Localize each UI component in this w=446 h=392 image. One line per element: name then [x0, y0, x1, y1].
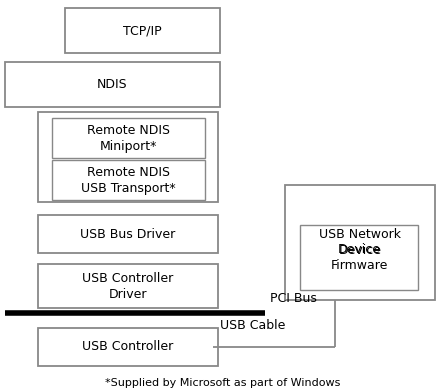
Text: USB Bus Driver: USB Bus Driver: [80, 227, 176, 241]
Text: Remote NDIS
USB Transport*: Remote NDIS USB Transport*: [81, 165, 176, 194]
Bar: [52, 160, 205, 200]
Bar: [285, 185, 435, 300]
Bar: [300, 225, 418, 290]
Bar: [38, 112, 218, 202]
Text: NDIS: NDIS: [97, 78, 128, 91]
Text: *Supplied by Microsoft as part of Windows: *Supplied by Microsoft as part of Window…: [105, 378, 341, 388]
Text: PCI Bus: PCI Bus: [270, 292, 317, 305]
Bar: [38, 328, 218, 366]
Text: Remote NDIS
Miniport*: Remote NDIS Miniport*: [87, 123, 170, 152]
Bar: [38, 215, 218, 253]
Bar: [5, 62, 220, 107]
Bar: [65, 8, 220, 53]
Text: Device
Firmware: Device Firmware: [330, 243, 388, 272]
Text: TCP/IP: TCP/IP: [123, 24, 162, 37]
Text: USB Cable: USB Cable: [220, 319, 285, 332]
Bar: [38, 264, 218, 308]
Bar: [52, 118, 205, 158]
Text: USB Controller: USB Controller: [83, 341, 173, 354]
Text: USB Controller
Driver: USB Controller Driver: [83, 272, 173, 301]
Text: USB Network
Device: USB Network Device: [319, 228, 401, 257]
